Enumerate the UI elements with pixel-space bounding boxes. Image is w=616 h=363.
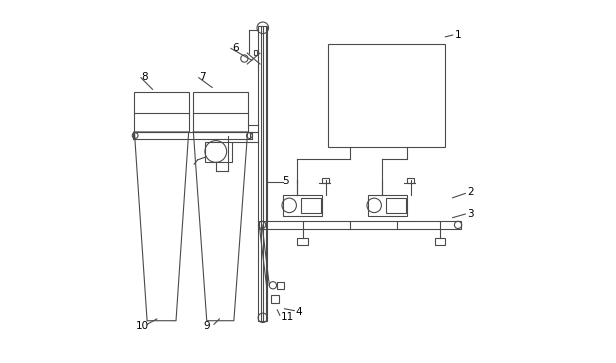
Text: 11: 11 — [281, 312, 294, 322]
Bar — [205, 142, 232, 162]
Text: 2: 2 — [467, 187, 474, 197]
Bar — [254, 50, 257, 55]
Bar — [297, 237, 308, 245]
Text: 5: 5 — [283, 176, 290, 187]
Text: 1: 1 — [455, 30, 461, 40]
Bar — [434, 237, 445, 245]
Text: 10: 10 — [136, 321, 149, 331]
Bar — [368, 195, 407, 216]
Text: 4: 4 — [295, 307, 302, 317]
Bar — [271, 295, 279, 303]
Bar — [322, 178, 329, 183]
Bar — [328, 44, 445, 147]
Text: 9: 9 — [203, 321, 210, 331]
Bar — [259, 221, 461, 229]
Text: 8: 8 — [142, 72, 148, 82]
Bar — [283, 195, 322, 216]
Bar — [258, 26, 267, 321]
Text: 7: 7 — [200, 72, 206, 82]
Bar — [301, 198, 321, 213]
Bar — [134, 92, 188, 132]
Bar — [193, 92, 248, 132]
Text: 3: 3 — [467, 209, 474, 219]
Bar — [386, 198, 405, 213]
Bar — [134, 132, 250, 139]
Text: 6: 6 — [232, 43, 238, 53]
Bar — [277, 282, 285, 289]
Bar — [407, 178, 414, 183]
